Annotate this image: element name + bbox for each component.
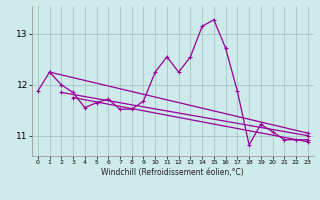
X-axis label: Windchill (Refroidissement éolien,°C): Windchill (Refroidissement éolien,°C) <box>101 168 244 177</box>
